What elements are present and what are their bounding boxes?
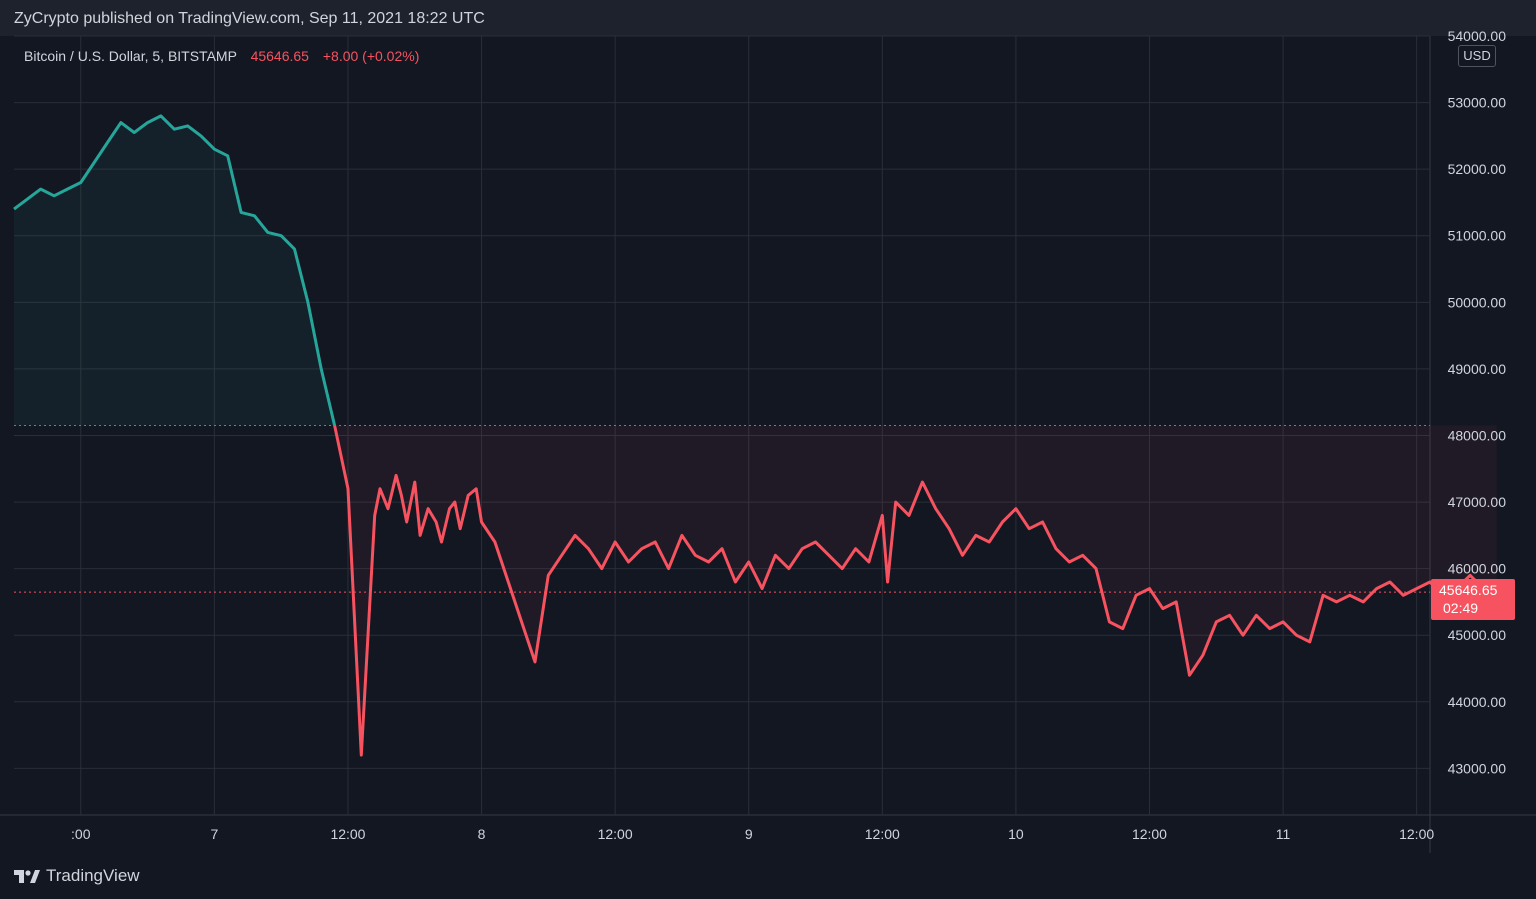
price-tick-label: 43000.00 <box>1448 760 1507 776</box>
price-tick-label: 51000.00 <box>1448 228 1507 244</box>
time-tick-label: 9 <box>745 826 753 842</box>
price-tick-label: 48000.00 <box>1448 427 1507 443</box>
price-tick-label: 45000.00 <box>1448 627 1507 643</box>
last-price-label: 45646.65 02:49 <box>1431 579 1515 620</box>
time-tick-label: 12:00 <box>1399 826 1434 842</box>
time-tick-label: 11 <box>1276 826 1291 842</box>
series-line-up <box>13 114 337 426</box>
time-tick-label: 12:00 <box>865 826 900 842</box>
price-tick-label: 50000.00 <box>1448 294 1507 310</box>
time-tick-label: 10 <box>1008 826 1024 842</box>
series-line-down <box>333 425 1498 757</box>
time-tick-label: 12:00 <box>598 826 633 842</box>
time-tick-label: 7 <box>210 826 218 842</box>
brand-name: TradingView <box>46 866 140 885</box>
down-area-fill <box>334 425 1497 756</box>
time-tick-label: :00 <box>71 826 91 842</box>
price-tick-label: 53000.00 <box>1448 95 1507 111</box>
price-tick-label: 54000.00 <box>1448 28 1507 44</box>
chart-background <box>0 36 1536 853</box>
price-tick-label: 47000.00 <box>1448 494 1507 510</box>
last-price-value: 45646.65 <box>1439 582 1498 598</box>
publisher-text: ZyCrypto published on TradingView.com, S… <box>14 10 485 27</box>
time-axis[interactable]: :00 7 12:00 8 12:00 9 12:00 10 12:00 11 12:00 <box>71 826 1434 842</box>
price-tick-label: 49000.00 <box>1448 361 1507 377</box>
chart-grid <box>0 35 1536 853</box>
currency-button[interactable]: USD <box>1458 45 1496 67</box>
publisher-bar: ZyCrypto published on TradingView.com, S… <box>0 0 1536 36</box>
price-axis[interactable]: 43000.00 44000.00 45000.00 46000.00 47000.00… <box>1448 28 1507 776</box>
legend-change: +8.00 (+0.02%) <box>322 48 420 64</box>
price-tick-label: 52000.00 <box>1448 161 1507 177</box>
symbol-name: Bitcoin / U.S. Dollar, 5, BITSTAMP <box>24 48 237 64</box>
symbol-legend: Bitcoin / U.S. Dollar, 5, BITSTAMP 45646… <box>24 48 419 64</box>
time-tick-label: 12:00 <box>1132 826 1167 842</box>
price-tick-label: 44000.00 <box>1448 694 1507 710</box>
tradingview-logo[interactable]: TradingView <box>14 866 140 886</box>
time-tick-label: 12:00 <box>330 826 365 842</box>
up-area-fill <box>14 115 335 426</box>
bar-countdown: 02:49 <box>1443 600 1479 616</box>
time-tick-label: 8 <box>478 826 486 842</box>
chart-fill-areas <box>14 115 1497 756</box>
chart-lines <box>13 114 1498 757</box>
legend-price: 45646.65 <box>250 48 309 64</box>
price-tick-label: 46000.00 <box>1448 561 1507 577</box>
tradingview-icon <box>14 870 40 883</box>
